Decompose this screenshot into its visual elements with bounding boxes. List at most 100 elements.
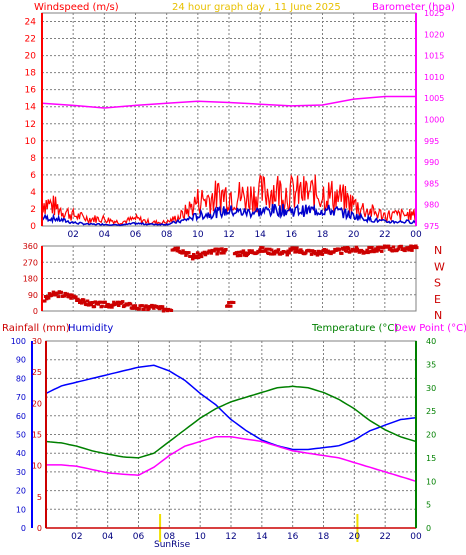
windspeed-tick-label: 10 bbox=[25, 137, 37, 147]
x-tick-label: 16 bbox=[286, 230, 298, 240]
windspeed-tick-label: 14 bbox=[25, 103, 37, 113]
direction-point bbox=[243, 251, 248, 255]
direction-point bbox=[47, 292, 52, 296]
direction-point bbox=[374, 247, 378, 251]
direction-point bbox=[375, 249, 379, 253]
direction-point bbox=[67, 295, 71, 299]
sunrise-label: SunRise bbox=[154, 540, 191, 550]
chart-title: 24 hour graph day , 11 June 2025 bbox=[172, 2, 341, 13]
windspeed-tick-label: 12 bbox=[25, 120, 36, 130]
direction-point bbox=[190, 255, 194, 258]
humidity-tick-label: 10 bbox=[16, 505, 26, 514]
direction-point bbox=[415, 246, 419, 250]
rainfall-axis-title: Rainfall (mm) bbox=[2, 323, 70, 334]
direction-point bbox=[196, 256, 201, 260]
temperature-series-line bbox=[45, 385, 417, 459]
x-tick-label: 14 bbox=[254, 230, 266, 240]
barometer-series-line bbox=[41, 95, 416, 109]
direction-point bbox=[221, 248, 225, 252]
direction-point bbox=[372, 250, 376, 254]
temperature-tick-label: 25 bbox=[426, 407, 436, 416]
direction-point bbox=[272, 252, 277, 256]
direction-point bbox=[340, 251, 344, 255]
direction-point bbox=[100, 304, 104, 308]
x-tick-label: 18 bbox=[318, 532, 330, 542]
direction-point bbox=[406, 246, 410, 250]
direction-point bbox=[380, 249, 384, 253]
barometer-tick-label: 985 bbox=[424, 179, 439, 188]
direction-point bbox=[381, 246, 386, 250]
windspeed-tick-label: 20 bbox=[25, 52, 37, 62]
direction-point bbox=[332, 250, 336, 254]
direction-point bbox=[59, 290, 63, 294]
direction-point bbox=[175, 249, 179, 253]
humidity-tick-label: 30 bbox=[16, 468, 26, 477]
direction-point bbox=[215, 252, 219, 256]
direction-point bbox=[292, 246, 296, 250]
direction-point bbox=[192, 253, 196, 256]
compass-label: W bbox=[434, 260, 445, 273]
direction-point bbox=[184, 253, 188, 257]
direction-point bbox=[80, 301, 84, 305]
direction-point bbox=[289, 248, 293, 252]
x-tick-label: 06 bbox=[130, 230, 142, 240]
direction-point bbox=[222, 251, 226, 255]
direction-point bbox=[224, 248, 228, 251]
direction-point bbox=[360, 249, 364, 253]
direction-point bbox=[183, 250, 187, 254]
direction-point bbox=[353, 249, 358, 253]
direction-point bbox=[403, 249, 407, 253]
direction-point bbox=[46, 296, 51, 300]
dewpoint-axis-title: Dew Point (°C) bbox=[394, 323, 466, 334]
direction-point bbox=[388, 247, 393, 250]
direction-point bbox=[314, 251, 319, 255]
direction-point bbox=[260, 249, 264, 253]
direction-point bbox=[315, 253, 320, 257]
x-tick-label: 18 bbox=[317, 230, 329, 240]
direction-point bbox=[242, 253, 247, 257]
direction-point bbox=[320, 252, 325, 256]
direction-point bbox=[391, 245, 396, 249]
direction-point bbox=[275, 250, 280, 254]
direction-point bbox=[249, 250, 253, 254]
x-tick-label: 12 bbox=[225, 532, 236, 542]
direction-point bbox=[43, 299, 47, 303]
windspeed-tick-label: 16 bbox=[25, 86, 37, 96]
temperature-tick-label: 30 bbox=[426, 384, 436, 393]
humidity-tick-label: 0 bbox=[21, 524, 26, 533]
direction-point bbox=[151, 305, 155, 308]
direction-point bbox=[86, 303, 91, 307]
x-tick-label: 22 bbox=[379, 230, 390, 240]
direction-point bbox=[267, 252, 271, 255]
direction-point bbox=[180, 251, 184, 255]
direction-point bbox=[90, 301, 95, 304]
average-wind-series-line bbox=[41, 203, 417, 227]
direction-point bbox=[410, 248, 414, 252]
direction-point bbox=[238, 254, 243, 258]
direction-point bbox=[85, 299, 90, 303]
direction-point bbox=[187, 251, 191, 255]
direction-point bbox=[250, 249, 254, 253]
direction-point bbox=[68, 293, 72, 297]
barometer-tick-label: 975 bbox=[424, 222, 439, 231]
direction-point bbox=[128, 302, 133, 306]
direction-point bbox=[299, 248, 303, 252]
barometer-tick-label: 1010 bbox=[424, 73, 444, 82]
direction-point bbox=[181, 249, 185, 253]
direction-point bbox=[236, 250, 241, 254]
direction-point bbox=[62, 294, 66, 298]
temperature-axis-title: Temperature (°C) bbox=[311, 323, 398, 334]
x-tick-label: 02 bbox=[67, 230, 78, 240]
rainfall-tick-label: 25 bbox=[32, 368, 42, 377]
temperature-series bbox=[45, 364, 417, 542]
direction-point bbox=[268, 247, 272, 251]
rainfall-tick-label: 30 bbox=[32, 337, 42, 346]
direction-point bbox=[309, 252, 314, 256]
direction-point bbox=[110, 305, 114, 309]
direction-point bbox=[369, 249, 373, 253]
direction-point bbox=[268, 252, 273, 256]
direction-point bbox=[198, 252, 203, 256]
windspeed-tick-label: 22 bbox=[25, 35, 36, 45]
windspeed-tick-label: 4 bbox=[30, 188, 36, 198]
direction-point bbox=[366, 251, 370, 255]
